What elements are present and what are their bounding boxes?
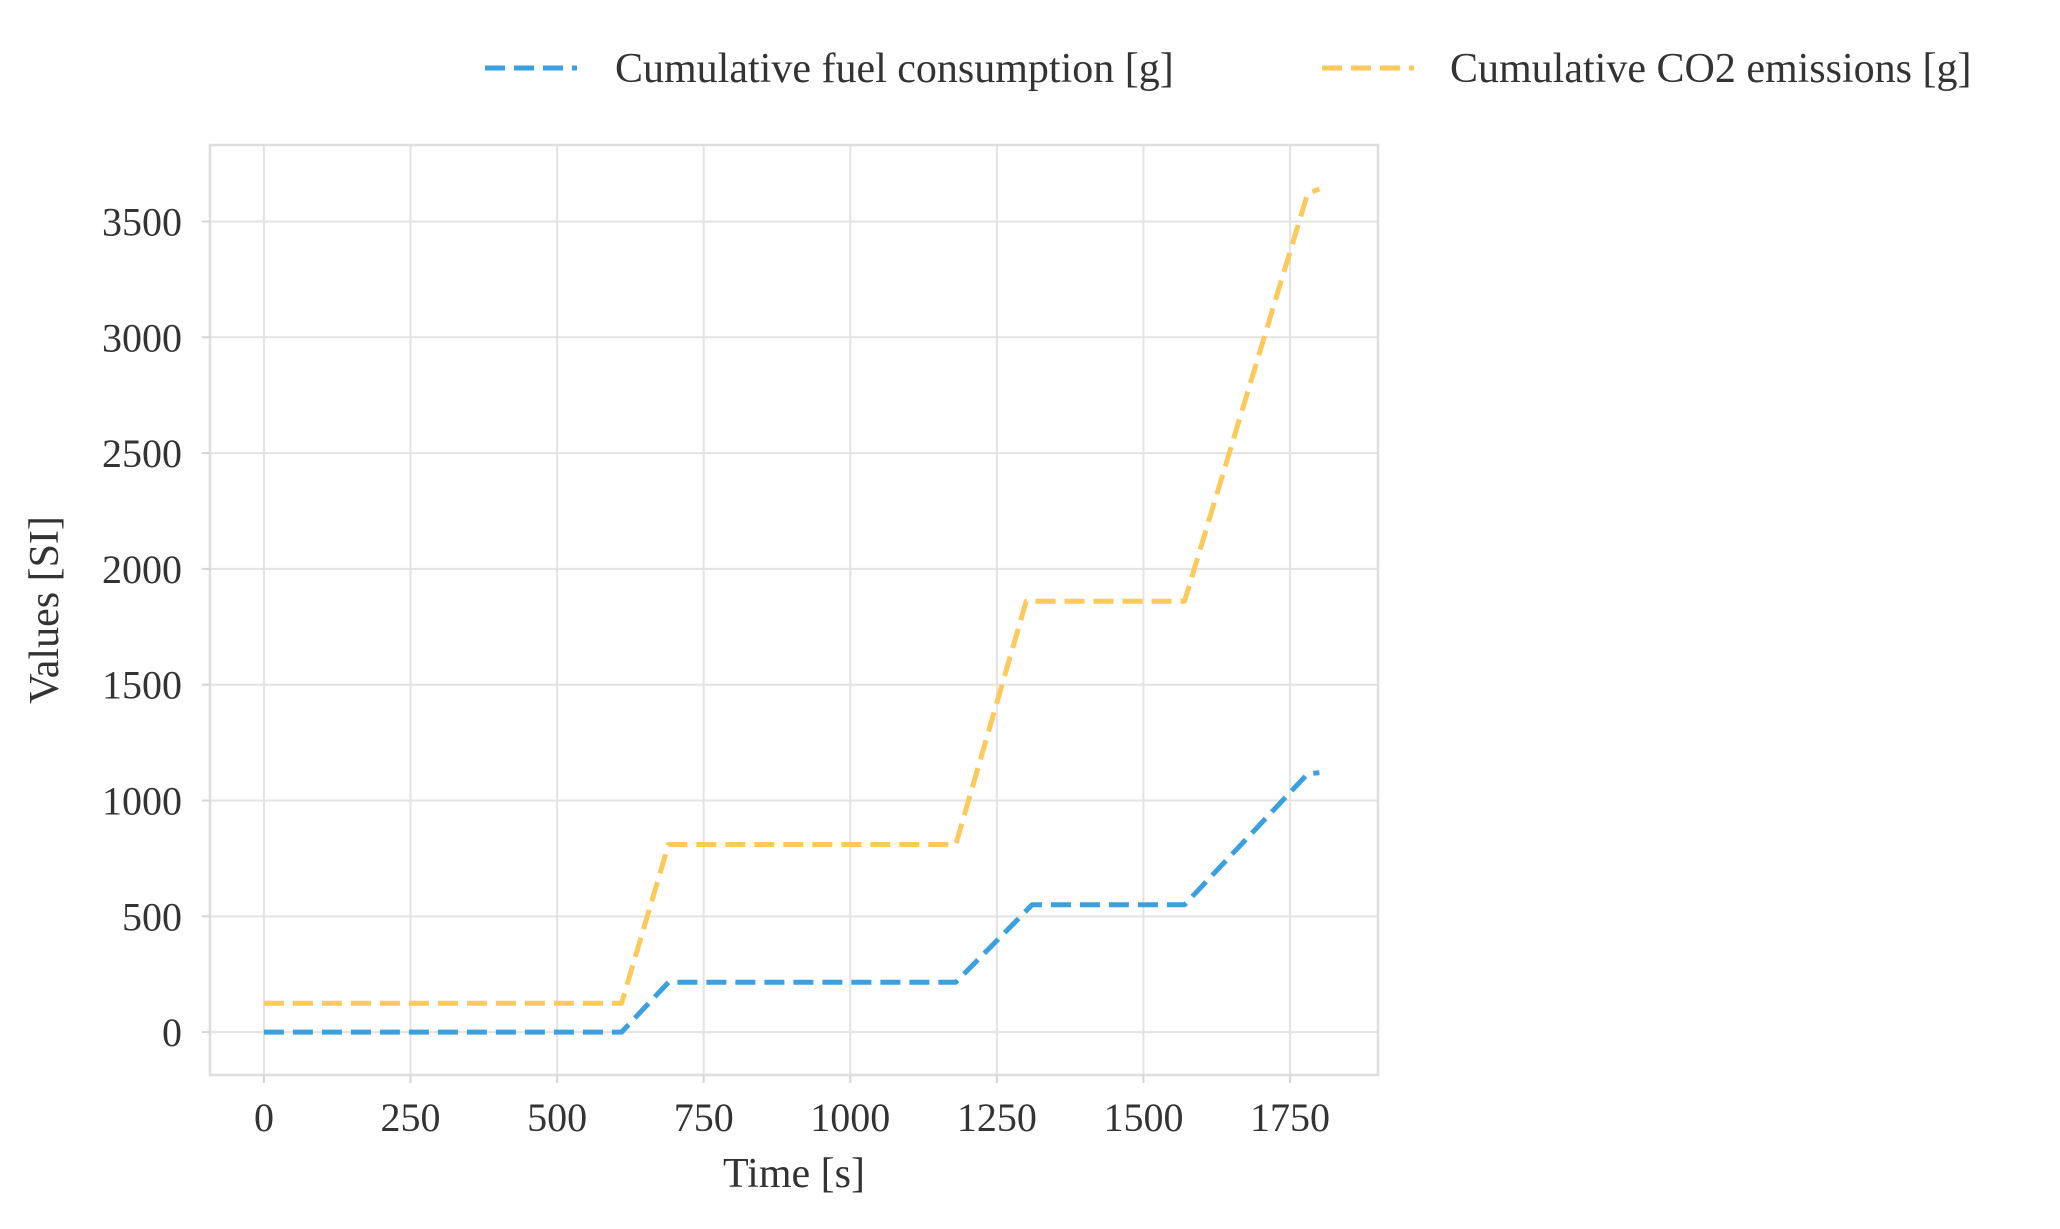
x-tick-label: 750 xyxy=(674,1095,734,1140)
y-tick-label: 2500 xyxy=(102,431,182,476)
x-tick-label: 1000 xyxy=(810,1095,890,1140)
series-lines xyxy=(263,186,1321,1035)
plot-frame xyxy=(208,143,1380,1077)
legend: Cumulative fuel consumption [g] Cumulati… xyxy=(485,46,1971,92)
x-tick-label: 0 xyxy=(254,1095,274,1140)
x-tick-label: 250 xyxy=(381,1095,441,1140)
series-line-co2 xyxy=(263,186,1321,1006)
y-tick-label: 3000 xyxy=(102,315,182,360)
series-line-fuel xyxy=(263,770,1320,1035)
y-axis-title: Values [SI] xyxy=(22,516,68,704)
x-tick-label: 1500 xyxy=(1103,1095,1183,1140)
y-tick-label: 500 xyxy=(122,894,182,939)
y-tick-label: 3500 xyxy=(102,199,182,244)
y-tick-label: 1000 xyxy=(102,779,182,824)
y-tick-label: 0 xyxy=(162,1010,182,1055)
y-tick-label: 2000 xyxy=(102,547,182,592)
x-tick-label: 500 xyxy=(527,1095,587,1140)
grid xyxy=(210,145,1378,1075)
x-tick-label: 1750 xyxy=(1250,1095,1330,1140)
x-axis-title: Time [s] xyxy=(723,1151,865,1197)
x-tick-label: 1250 xyxy=(957,1095,1037,1140)
legend-label-co2: Cumulative CO2 emissions [g] xyxy=(1450,46,1971,92)
axis-ticks: 0 250 500 750 1000 1250 1500 1750 0 500 1000 1500 20… xyxy=(102,199,1330,1140)
y-tick-label: 1500 xyxy=(102,663,182,708)
legend-label-fuel: Cumulative fuel consumption [g] xyxy=(615,46,1174,92)
